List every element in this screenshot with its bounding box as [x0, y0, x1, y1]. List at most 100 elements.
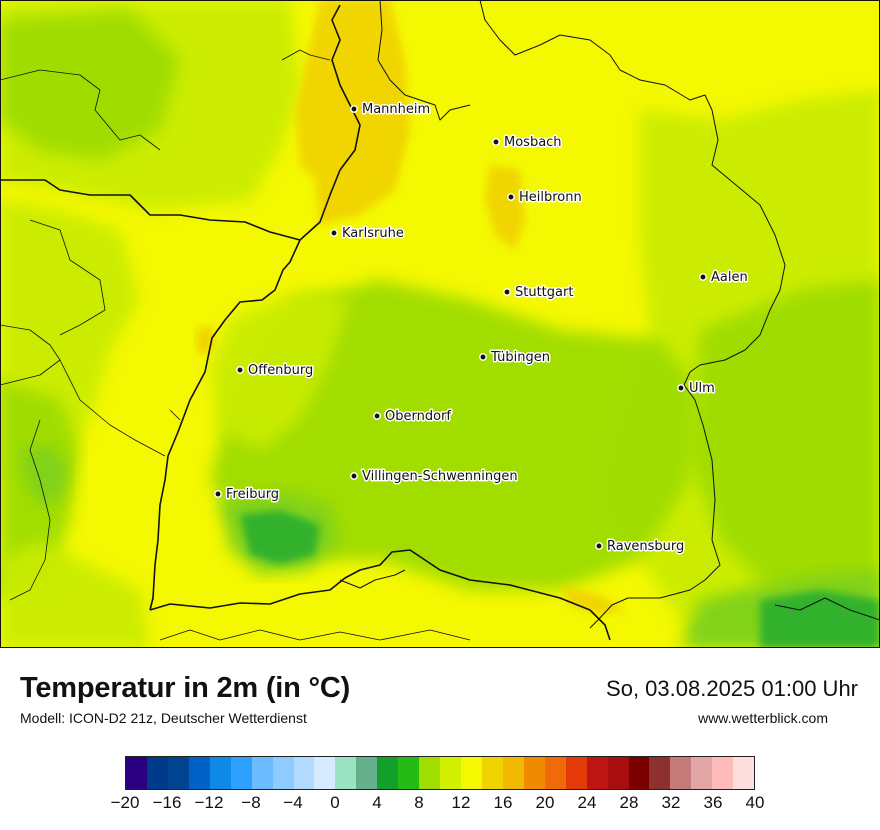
legend-swatch — [188, 757, 210, 789]
city-markers: Mannheim Mosbach Heilbronn Karlsruhe Aalen St… — [214, 101, 749, 556]
legend-tick-label: 20 — [535, 793, 555, 812]
border-rhine-small — [169, 409, 181, 421]
city-marker: Villingen-Schwenningen — [350, 468, 519, 486]
legend-swatch — [628, 757, 650, 789]
legend-color-bar — [125, 756, 755, 790]
temperature-zone-deep-green — [240, 510, 320, 565]
legend-swatch — [712, 757, 734, 789]
legend-tick-label: 0 — [330, 793, 340, 812]
city-dot — [373, 412, 381, 420]
legend-tick-label: 4 — [372, 793, 382, 812]
city-label: Villingen-Schwenningen — [362, 469, 518, 484]
city-marker: Aalen — [699, 269, 749, 287]
legend-swatch — [461, 757, 482, 789]
city-label: Offenburg — [248, 363, 313, 378]
legend-tick-label: 36 — [703, 793, 723, 812]
city-marker: Ulm — [677, 380, 716, 398]
border-france-internal — [0, 324, 61, 386]
border-france-internal-2 — [59, 359, 166, 457]
temperature-zone-orange-yellow — [485, 165, 525, 250]
legend-swatch — [691, 757, 713, 789]
legend-tick-label: −12 — [194, 793, 224, 812]
legend-swatch — [377, 757, 399, 789]
temperature-zone-light-green — [0, 10, 180, 160]
temperature-zone-yellow-green — [0, 540, 150, 648]
legend-swatch — [607, 757, 629, 789]
city-marker: Freiburg — [214, 486, 281, 504]
border-state-north — [0, 4, 361, 241]
temperature-map: Mannheim Mosbach Heilbronn Karlsruhe Aalen St… — [0, 0, 880, 648]
border-rhine-upper — [377, 0, 471, 121]
legend-tick-label: −4 — [283, 793, 303, 812]
city-dot — [479, 353, 487, 361]
city-label: Tübingen — [490, 350, 550, 365]
legend-swatch — [419, 757, 441, 789]
legend-swatch — [251, 757, 273, 789]
temperature-zone-light-green — [210, 280, 700, 590]
legend-swatch — [167, 757, 189, 789]
city-dot — [507, 193, 515, 201]
website-link[interactable]: www.wetterblick.com — [698, 710, 828, 726]
legend-swatch — [293, 757, 315, 789]
city-label: Freiburg — [226, 487, 279, 502]
city-label: Karlsruhe — [342, 226, 404, 241]
model-info: Modell: ICON-D2 21z, Deutscher Wetterdie… — [20, 710, 307, 726]
city-marker: Offenburg — [236, 362, 315, 380]
legend-tick-label: 8 — [414, 793, 424, 812]
border-hesse — [281, 49, 331, 61]
temperature-zone-light-green — [690, 280, 880, 600]
legend-swatch — [670, 757, 692, 789]
legend-swatch — [272, 757, 294, 789]
legend-swatch — [649, 757, 671, 789]
temperature-zone-green — [20, 445, 70, 505]
legend-tick-label: 28 — [619, 793, 639, 812]
legend-swatch — [356, 757, 378, 789]
legend-swatch — [565, 757, 587, 789]
city-dot — [595, 542, 603, 550]
legend-tick-label: −8 — [241, 793, 261, 812]
city-dot — [350, 472, 358, 480]
city-label: Aalen — [711, 270, 748, 285]
legend-swatch — [544, 757, 566, 789]
legend-tick-label: 40 — [745, 793, 765, 812]
city-marker: Mannheim — [350, 101, 432, 119]
city-marker: Heilbronn — [507, 189, 583, 207]
city-marker: Stuttgart — [503, 284, 575, 302]
lake-outline — [339, 569, 406, 589]
legend-tick-label: 16 — [493, 793, 513, 812]
color-legend: −20 −16 −12 −8 −4 0 4 8 12 16 20 24 28 32 36 40 — [111, 756, 764, 812]
legend-tick-label: 24 — [577, 793, 597, 812]
footer: Temperatur in 2m (in °C) Modell: ICON-D2… — [0, 648, 880, 830]
city-marker: Tübingen — [479, 349, 552, 367]
forecast-datetime: So, 03.08.2025 01:00 Uhr — [606, 676, 858, 701]
border-northeast — [479, 0, 786, 386]
legend-tick-label: 32 — [661, 793, 681, 812]
legend-swatch — [481, 757, 503, 789]
border-france-internal-3 — [29, 219, 106, 336]
legend-swatch — [733, 757, 755, 789]
border-bavaria — [589, 384, 721, 629]
legend-swatch — [586, 757, 608, 789]
legend-swatch — [230, 757, 252, 789]
legend-tick-label: −20 — [110, 793, 140, 812]
legend-swatch — [440, 757, 461, 789]
city-label: Heilbronn — [519, 190, 582, 205]
temperature-zone-deep-green — [760, 590, 880, 648]
legend-swatch — [314, 757, 336, 789]
legend-swatch — [209, 757, 231, 789]
temperature-zone-yellow-green — [210, 290, 350, 450]
city-marker: Oberndorf — [373, 408, 453, 426]
legend-swatch — [126, 757, 147, 789]
city-dot — [236, 366, 244, 374]
border-austria — [774, 597, 880, 621]
border-rlp-internal — [0, 69, 161, 151]
border-south-misc — [159, 629, 471, 641]
border-rhine — [149, 239, 301, 611]
city-label: Stuttgart — [515, 285, 573, 300]
city-dot — [492, 138, 500, 146]
city-label: Mannheim — [362, 102, 430, 117]
temperature-field — [0, 0, 880, 648]
city-dot — [503, 288, 511, 296]
temperature-zone-orange-yellow — [560, 585, 625, 615]
legend-tick-label: −16 — [152, 793, 182, 812]
